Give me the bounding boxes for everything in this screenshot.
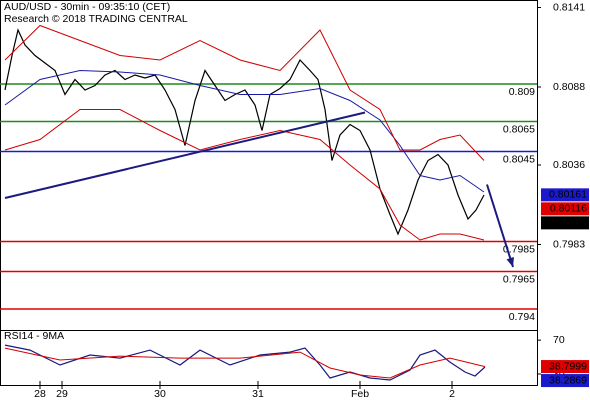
x-tick-label: 31: [252, 388, 264, 400]
price-tag-label: 0.7999: [555, 217, 587, 229]
y-tick-label: 0.8036: [553, 159, 585, 171]
price-tag: [541, 216, 589, 230]
series-line: [4, 69, 485, 193]
level-label: 0.8065: [503, 123, 535, 135]
price-tag: [541, 360, 589, 374]
chart-subtitle: Research © 2018 TRADING CENTRAL: [4, 13, 188, 25]
price-tag: [541, 202, 589, 216]
series-line: [4, 344, 486, 381]
level-label: 0.794: [509, 311, 535, 323]
rsi-title: RSI14 - 9MA: [4, 330, 64, 342]
level-label: 0.8045: [503, 153, 535, 165]
plot-frame: [0, 0, 538, 386]
level-label: 0.809: [509, 86, 535, 98]
level-label: 0.7985: [503, 243, 535, 255]
chart-title: AUD/USD - 30min - 09:35:10 (CET): [4, 1, 170, 13]
x-tick-label: Feb: [351, 388, 369, 400]
series-line: [4, 347, 486, 379]
level-label: 0.7965: [503, 273, 535, 285]
price-tag-label: 38.2869: [549, 374, 587, 386]
x-tick-label: 28: [34, 388, 46, 400]
y-tick-label: 70: [553, 334, 565, 346]
price-tag-label: 0.80116: [550, 203, 587, 215]
y-tick-label: 0.8141: [553, 1, 585, 13]
x-tick-label: 29: [56, 388, 68, 400]
x-tick-label: 2: [449, 388, 455, 400]
series-line: [4, 24, 485, 161]
y-tick-label: 0.7983: [553, 238, 585, 250]
y-tick-label: 0.8088: [553, 81, 585, 93]
forecast-arrow: [486, 184, 514, 268]
price-tag-label: 38.7999: [549, 360, 587, 372]
x-tick-label: 30: [154, 388, 166, 400]
price-tag-label: 0.80161: [549, 189, 587, 201]
series-line: [4, 109, 485, 241]
price-tag: [541, 374, 589, 388]
y-tick-label: 30: [553, 368, 565, 380]
arrow-head: [506, 257, 514, 267]
price-tag: [541, 188, 589, 202]
series-line: [4, 28, 485, 236]
trend-line: [4, 111, 366, 199]
